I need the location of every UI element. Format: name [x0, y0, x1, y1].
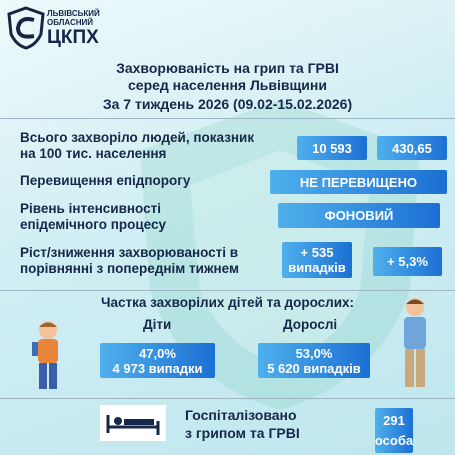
- share-box: 53,0% 5 620 випадків: [258, 343, 370, 378]
- hospital-icon: [100, 405, 166, 441]
- group-label: Дорослі: [283, 317, 338, 332]
- label-line: епідемічного процесу: [20, 217, 167, 232]
- label-line: порівнянні з попереднім тижнем: [20, 261, 239, 276]
- value: 10 593: [312, 140, 352, 156]
- value: + 535: [300, 245, 334, 260]
- row-label: Перевищення епідпорогу: [20, 173, 190, 189]
- logo-shield: [7, 6, 45, 50]
- value-box: + 535 випадків: [282, 242, 352, 278]
- adult-figure: [404, 298, 426, 387]
- label-line: Ріст/зниження захворюваності в: [20, 245, 239, 260]
- child-figure: [32, 321, 58, 389]
- title-line: Захворюваність на грип та ГРВІ: [116, 60, 339, 76]
- separator: [0, 118, 455, 119]
- logo-line: ОБЛАСНИЙ: [47, 18, 94, 27]
- value-box: 10 593: [297, 136, 367, 160]
- label-line: Госпіталізовано: [185, 407, 297, 423]
- value: НЕ ПЕРЕВИЩЕНО: [299, 174, 418, 190]
- value-box: + 5,3%: [373, 247, 442, 276]
- logo-name: ЦКПХ: [47, 27, 99, 48]
- hospital-label: Госпіталізовано з грипом та ГРВІ: [185, 406, 300, 442]
- value: + 5,3%: [387, 254, 428, 269]
- value-unit: особа: [374, 432, 414, 448]
- value-box: НЕ ПЕРЕВИЩЕНО: [270, 170, 447, 194]
- value: 430,65: [392, 140, 432, 156]
- cases: 5 620 випадків: [267, 360, 361, 376]
- percent: 47,0%: [139, 345, 176, 361]
- value-box: 291 особа: [375, 408, 413, 453]
- logo-line: ЛЬВІВСЬКИЙ: [47, 9, 100, 18]
- group-label: Діти: [143, 317, 172, 332]
- value-box: ФОНОВИЙ: [278, 203, 440, 228]
- title-line: серед населення Львівщини: [128, 77, 327, 93]
- row-label: Рівень інтенсивності епідемічного процесу: [20, 201, 166, 233]
- separator: [0, 290, 455, 291]
- percent: 53,0%: [295, 345, 333, 361]
- separator: [0, 398, 455, 399]
- value: ФОНОВИЙ: [324, 208, 394, 223]
- share-box: 47,0% 4 973 випадки: [100, 343, 215, 378]
- label-line: на 100 тис. населення: [20, 146, 167, 161]
- period: За 7 тиждень 2026 (09.02-15.02.2026): [102, 96, 353, 112]
- logo-text: ЛЬВІВСЬКИЙ ОБЛАСНИЙ ЦКПХ: [47, 9, 100, 49]
- cases: 4 973 випадки: [112, 360, 203, 376]
- label-line: Перевищення епідпорогу: [20, 173, 191, 188]
- value: 291: [383, 412, 405, 428]
- label-line: Всього захворіло людей, показник: [20, 130, 255, 145]
- row-label: Всього захворіло людей, показник на 100 т…: [20, 130, 254, 162]
- title: Захворюваність на грип та ГРВІ серед нас…: [0, 60, 455, 94]
- label-line: з грипом та ГРВІ: [185, 425, 300, 441]
- value-unit: випадків: [288, 260, 346, 275]
- share-title: Частка захворілих дітей та дорослих:: [100, 295, 355, 310]
- row-label: Ріст/зниження захворюваності в порівнянні…: [20, 245, 239, 277]
- value-box: 430,65: [377, 136, 447, 160]
- label-line: Рівень інтенсивності: [20, 201, 161, 216]
